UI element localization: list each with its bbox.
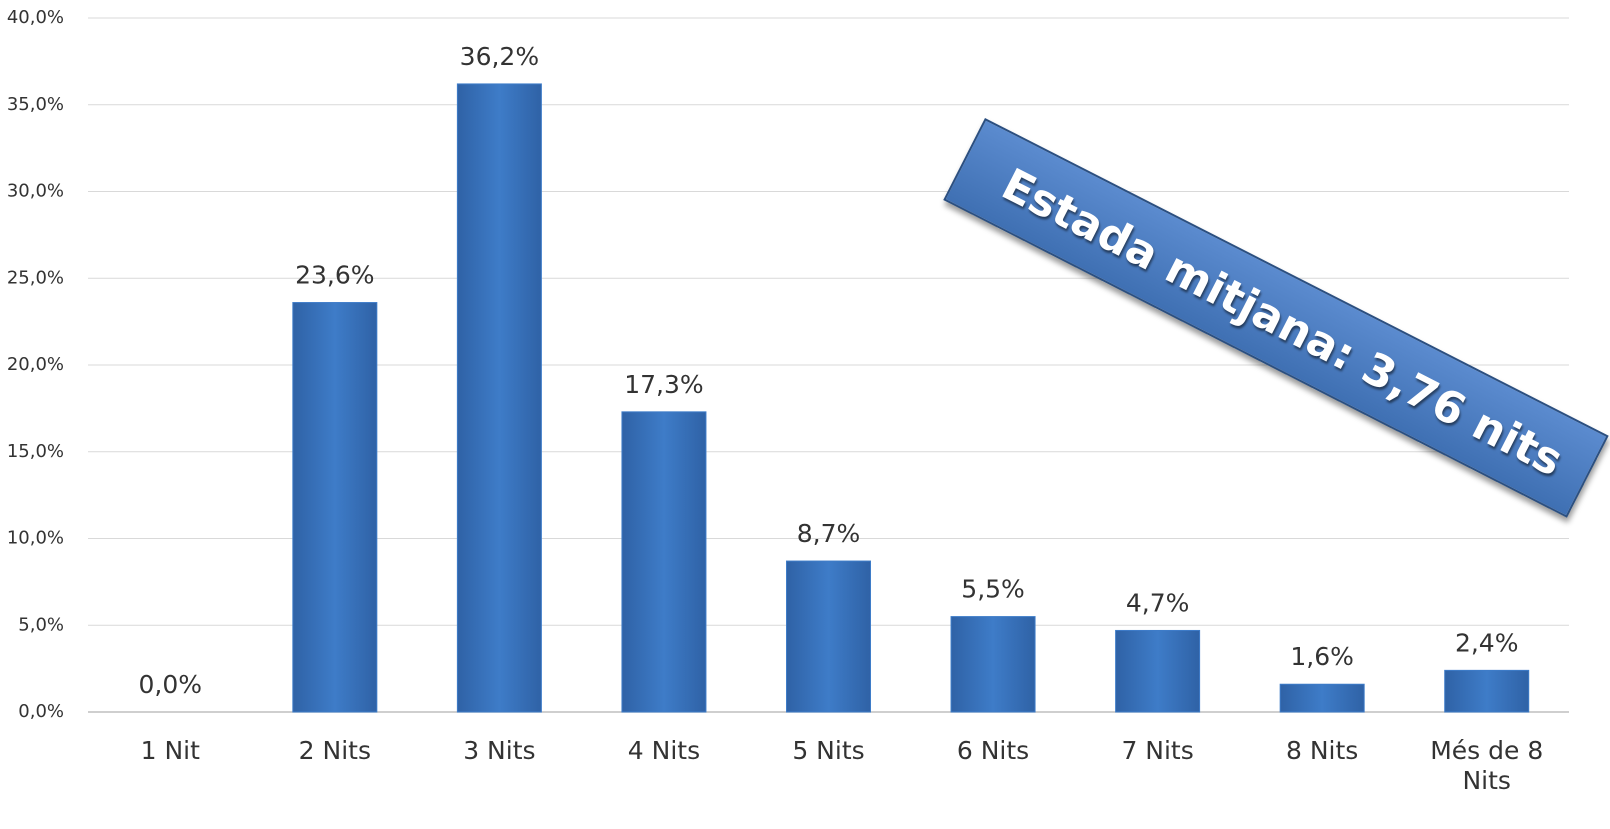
bar [1279,683,1365,713]
x-tick-label: Més de 8 Nits [1430,736,1544,795]
data-label: 0,0% [139,670,203,699]
data-label: 23,6% [295,261,374,290]
y-tick-label: 15,0% [7,441,64,462]
x-tick-label: 8 Nits [1285,736,1359,765]
y-tick-label: 40,0% [7,7,64,28]
bar [292,302,378,713]
y-tick-label: 35,0% [7,94,64,115]
x-tick-label: 5 Nits [792,736,865,765]
x-tick-label: 2 Nits [298,736,371,765]
data-label: 36,2% [460,42,539,71]
data-label: 17,3% [624,370,703,399]
bar [786,560,871,713]
bar [1115,629,1201,713]
data-label: 2,4% [1455,628,1519,657]
bar [456,83,542,713]
y-tick-label: 0,0% [18,701,64,722]
x-tick-label: 7 Nits [1121,736,1194,765]
data-label: 5,5% [961,575,1025,604]
data-label: 4,7% [1126,588,1190,617]
data-label: 1,6% [1290,642,1354,671]
x-tick-label: 6 Nits [956,736,1030,765]
data-label: 8,7% [797,519,861,548]
x-tick-label: 4 Nits [627,736,701,765]
bar [1444,669,1530,713]
y-tick-label: 30,0% [7,181,64,202]
x-tick-label: 1 Nit [140,736,200,765]
bar [950,616,1036,713]
y-tick-label: 10,0% [7,528,64,549]
x-tick-label: 3 Nits [463,736,536,765]
y-tick-label: 20,0% [7,354,64,375]
bar [621,411,707,713]
y-tick-label: 25,0% [7,267,64,288]
y-tick-label: 5,0% [18,614,64,635]
